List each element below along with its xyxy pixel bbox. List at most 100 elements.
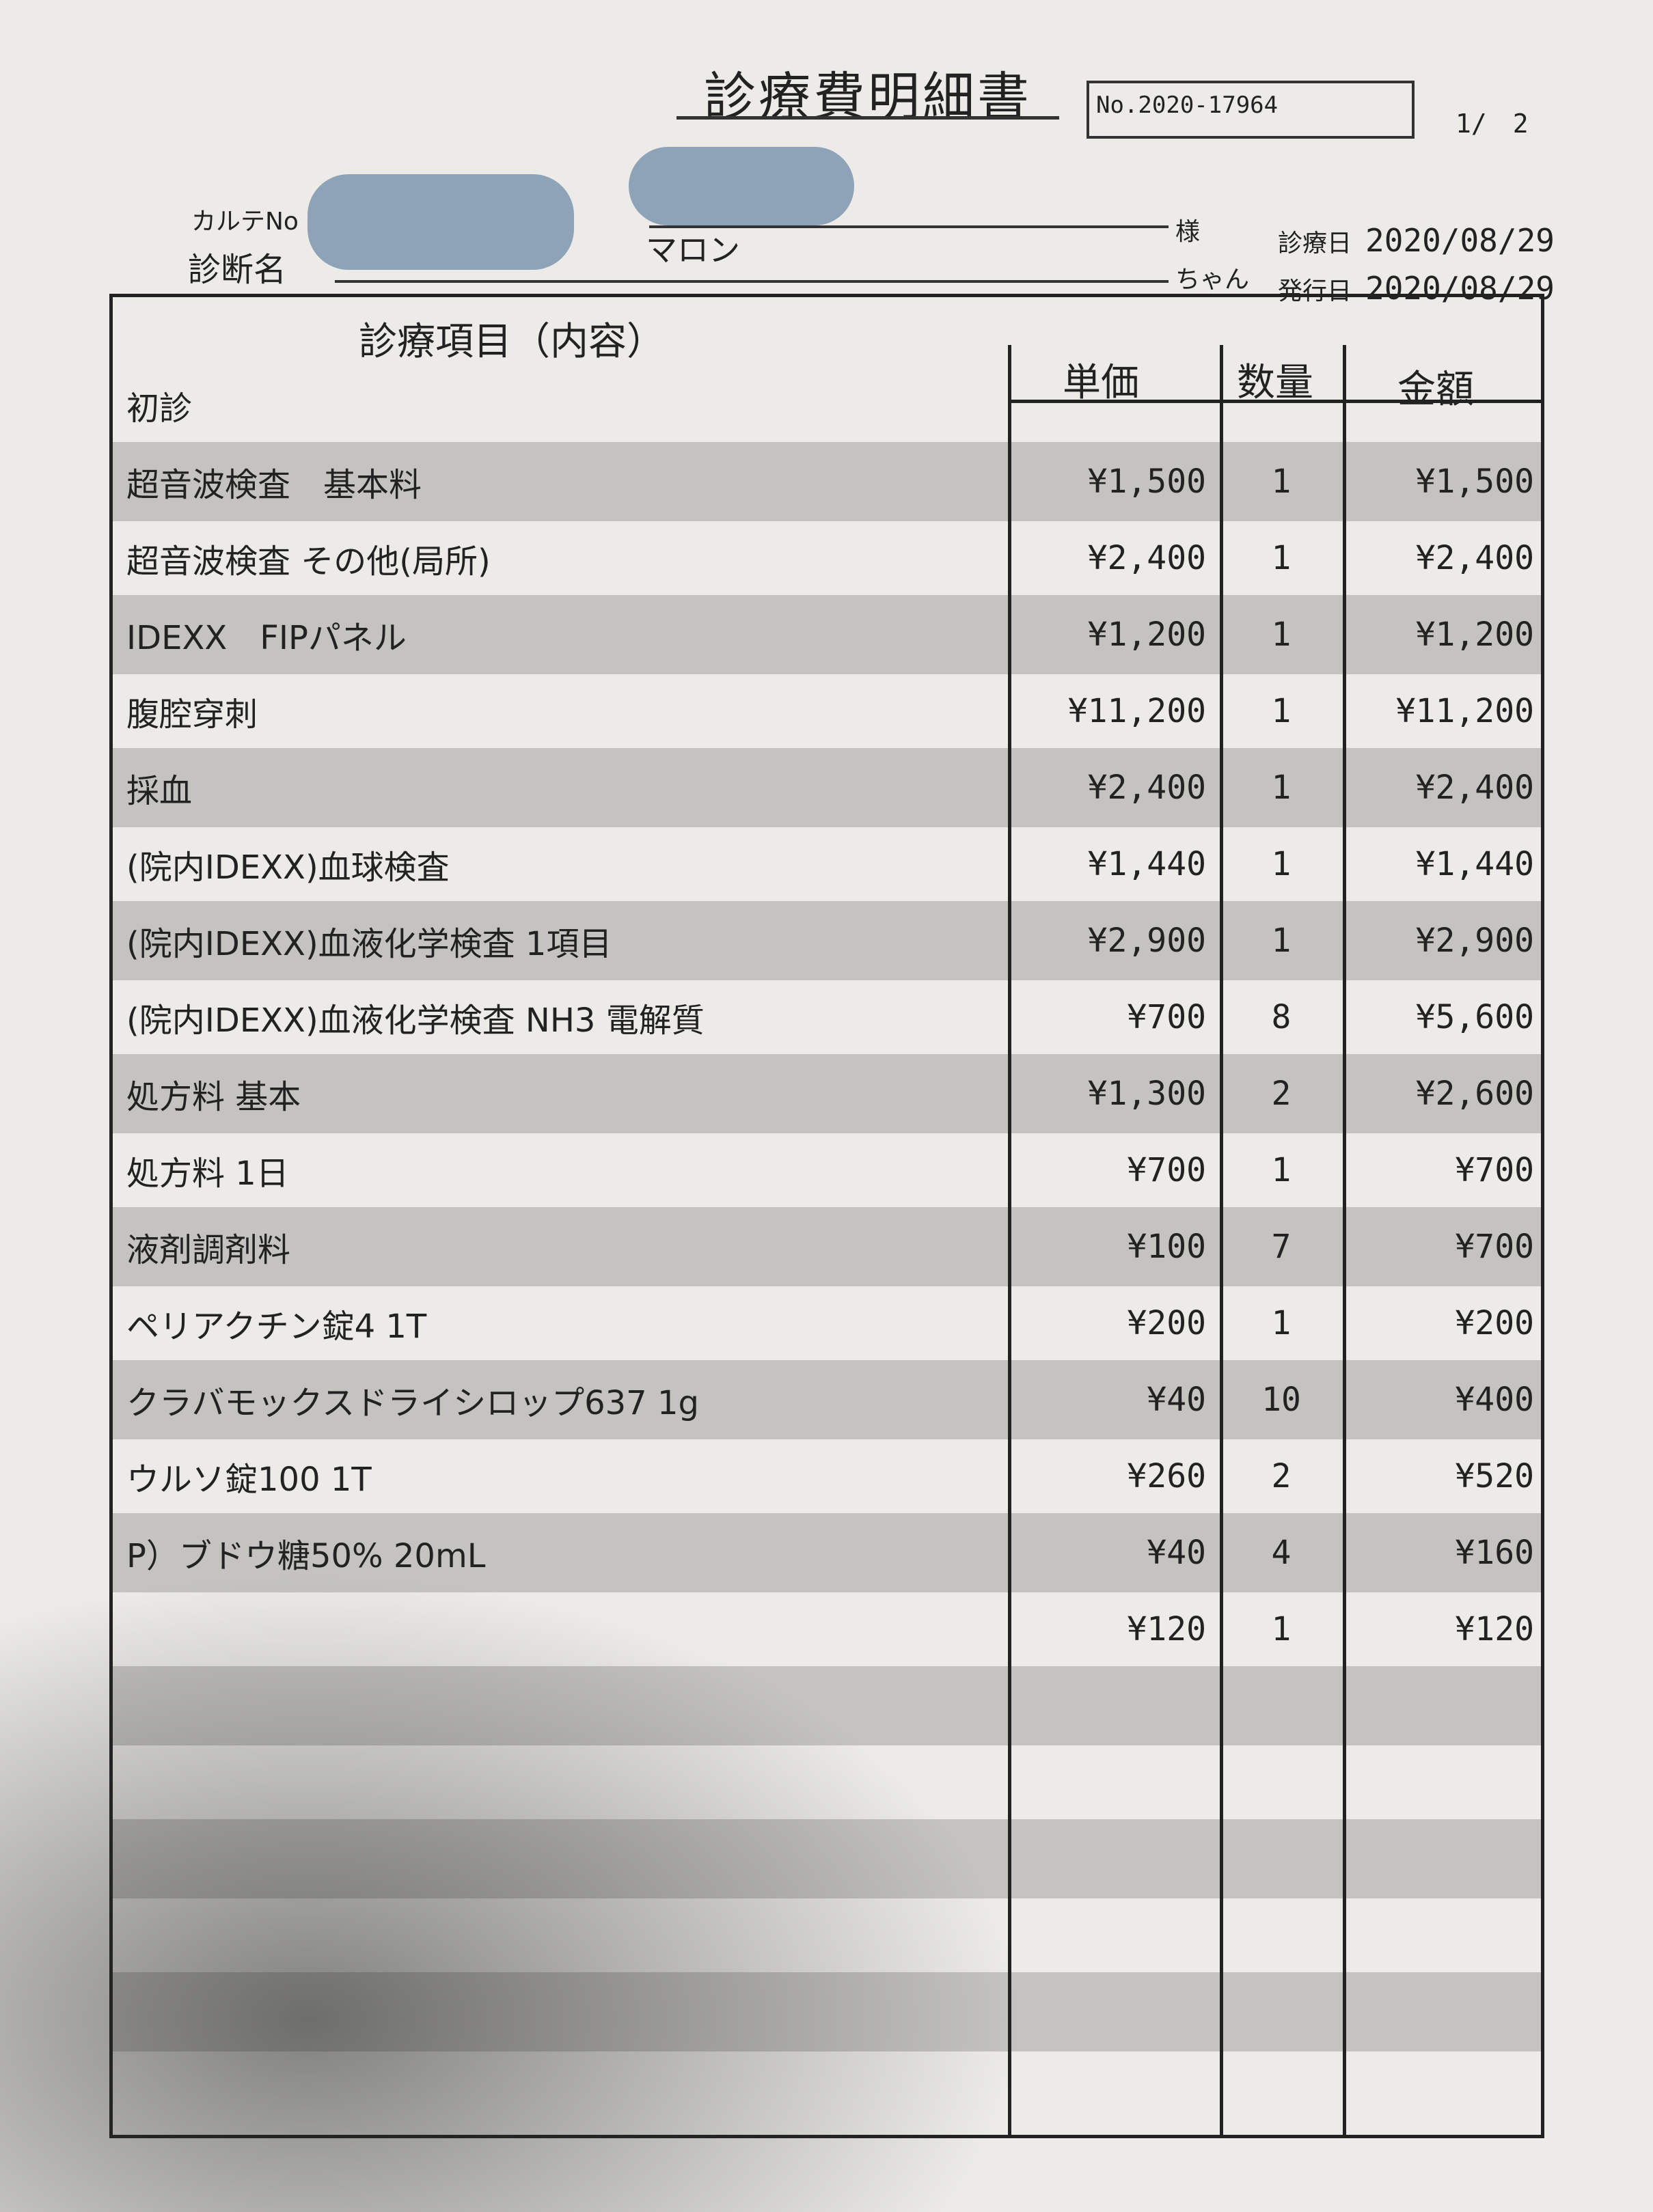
unit-price: ¥11,200 <box>1067 692 1206 730</box>
item-name: 液剤調剤料 <box>126 1231 291 1269</box>
item-name: 処方料 基本 <box>126 1078 301 1116</box>
amount: ¥700 <box>1455 1228 1534 1266</box>
amount: ¥700 <box>1455 1151 1534 1189</box>
table-row: (院内IDEXX)血液化学検査 NH3 電解質 ¥700 8 ¥5,600 <box>113 978 1541 1057</box>
diagnosis-label: 診断名 <box>188 251 287 289</box>
title-underline <box>677 116 1059 120</box>
empty-row <box>113 1666 1541 1745</box>
quantity: 7 <box>1271 1228 1292 1266</box>
issue-date-value: 2020/08/29 <box>1365 270 1555 307</box>
issue-date-label: 発行日 <box>1278 277 1352 305</box>
table-row: ペリアクチン錠4 1T ¥200 1 ¥200 <box>113 1284 1541 1363</box>
empty-row <box>113 1743 1541 1822</box>
quantity: 1 <box>1271 616 1292 654</box>
quantity: 1 <box>1271 1151 1292 1189</box>
quantity: 1 <box>1271 539 1292 577</box>
table-row: P）ブドウ糖50% 20mL ¥40 4 ¥160 <box>113 1513 1541 1592</box>
item-name: 腹腔穿刺 <box>126 695 258 734</box>
item-name: 採血 <box>126 772 193 810</box>
item-name: ウルソ錠100 1T <box>126 1461 372 1499</box>
itemized-table: 診療項目（内容） 単価 数量 金額 初診 超音波検査 基本料 ¥1,500 1 ¥1,5… <box>109 294 1544 2138</box>
column-divider <box>1008 345 1011 2135</box>
unit-price: ¥2,900 <box>1087 922 1206 960</box>
unit-price: ¥2,400 <box>1087 539 1206 577</box>
quantity: 2 <box>1271 1075 1292 1113</box>
unit-price: ¥200 <box>1127 1304 1206 1342</box>
document-number: No.2020-17964 <box>1087 81 1415 139</box>
item-name: ペリアクチン錠4 1T <box>126 1308 427 1346</box>
quantity: 1 <box>1271 922 1292 960</box>
quantity: 1 <box>1271 845 1292 883</box>
item-name: (院内IDEXX)血液化学検査 1項目 <box>126 925 612 963</box>
unit-price: ¥1,500 <box>1087 462 1206 501</box>
amount: ¥400 <box>1455 1381 1534 1419</box>
pet-suffix: ちゃん <box>1175 266 1250 294</box>
table-row: 超音波検査 基本料 ¥1,500 1 ¥1,500 <box>113 442 1541 521</box>
amount: ¥120 <box>1455 1610 1534 1648</box>
quantity: 1 <box>1271 462 1292 501</box>
unit-price: ¥700 <box>1127 1151 1206 1189</box>
table-row: 液剤調剤料 ¥100 7 ¥700 <box>113 1207 1541 1286</box>
amount: ¥2,600 <box>1415 1075 1534 1113</box>
pet-name: マロン <box>646 232 740 268</box>
amount: ¥5,600 <box>1415 998 1534 1036</box>
table-row: (院内IDEXX)血球検査 ¥1,440 1 ¥1,440 <box>113 825 1541 904</box>
unit-price: ¥700 <box>1127 998 1206 1036</box>
column-header-unit-price: 単価 <box>1063 361 1139 405</box>
amount: ¥200 <box>1455 1304 1534 1342</box>
amount: ¥160 <box>1455 1534 1534 1572</box>
unit-price: ¥2,400 <box>1087 769 1206 807</box>
amount: ¥11,200 <box>1395 692 1534 730</box>
empty-row <box>113 1972 1541 2051</box>
quantity: 1 <box>1271 692 1292 730</box>
table-row: 採血 ¥2,400 1 ¥2,400 <box>113 748 1541 827</box>
quantity: 10 <box>1261 1381 1301 1419</box>
unit-price: ¥120 <box>1127 1610 1206 1648</box>
item-name: (院内IDEXX)血球検査 <box>126 848 450 887</box>
quantity: 8 <box>1271 998 1292 1036</box>
column-header-quantity: 数量 <box>1237 361 1313 405</box>
quantity: 4 <box>1271 1534 1292 1572</box>
table-row: (院内IDEXX)血液化学検査 1項目 ¥2,900 1 ¥2,900 <box>113 901 1541 980</box>
page-indicator: 1/ 2 <box>1456 109 1529 139</box>
item-name: (院内IDEXX)血液化学検査 NH3 電解質 <box>126 1001 705 1040</box>
quantity: 2 <box>1271 1457 1292 1495</box>
item-name: 超音波検査 その他(局所) <box>126 542 491 581</box>
owner-suffix: 様 <box>1175 218 1201 246</box>
visit-date-value: 2020/08/29 <box>1365 222 1555 259</box>
visit-date: 診療日 2020/08/29 <box>1278 222 1555 259</box>
unit-price: ¥1,300 <box>1087 1075 1206 1113</box>
unit-price: ¥1,440 <box>1087 845 1206 883</box>
column-divider <box>1343 345 1346 2135</box>
table-row: 処方料 基本 ¥1,300 2 ¥2,600 <box>113 1054 1541 1133</box>
unit-price: ¥100 <box>1127 1228 1206 1266</box>
quantity: 1 <box>1271 1304 1292 1342</box>
item-name: P）ブドウ糖50% 20mL <box>126 1537 486 1575</box>
amount: ¥1,440 <box>1415 845 1534 883</box>
item-name: 処方料 1日 <box>126 1155 289 1193</box>
empty-row <box>113 1896 1541 1975</box>
table-row: 初診 <box>113 365 1541 445</box>
item-name: 初診 <box>126 389 193 428</box>
item-name: クラバモックスドライシロップ637 1g <box>126 1384 699 1422</box>
unit-price: ¥40 <box>1147 1534 1206 1572</box>
item-name: 超音波検査 基本料 <box>126 466 422 504</box>
empty-row <box>113 1819 1541 1898</box>
amount: ¥1,200 <box>1415 616 1534 654</box>
issue-date: 発行日 2020/08/29 <box>1278 270 1555 307</box>
column-header-amount: 金額 <box>1397 368 1474 412</box>
unit-price: ¥40 <box>1147 1381 1206 1419</box>
column-divider <box>1220 345 1223 2135</box>
redacted-karte-number <box>308 174 574 270</box>
header-divider <box>1008 400 1541 403</box>
amount: ¥2,400 <box>1415 539 1534 577</box>
amount: ¥2,400 <box>1415 769 1534 807</box>
quantity: 1 <box>1271 769 1292 807</box>
quantity: 1 <box>1271 1610 1292 1648</box>
item-name: IDEXX FIPパネル <box>126 619 407 657</box>
owner-underline <box>649 225 1169 228</box>
table-row: 腹腔穿刺 ¥11,200 1 ¥11,200 <box>113 672 1541 751</box>
table-row: 超音波検査 その他(局所) ¥2,400 1 ¥2,400 <box>113 519 1541 598</box>
table-row: ¥120 1 ¥120 <box>113 1590 1541 1669</box>
visit-date-label: 診療日 <box>1278 230 1352 258</box>
